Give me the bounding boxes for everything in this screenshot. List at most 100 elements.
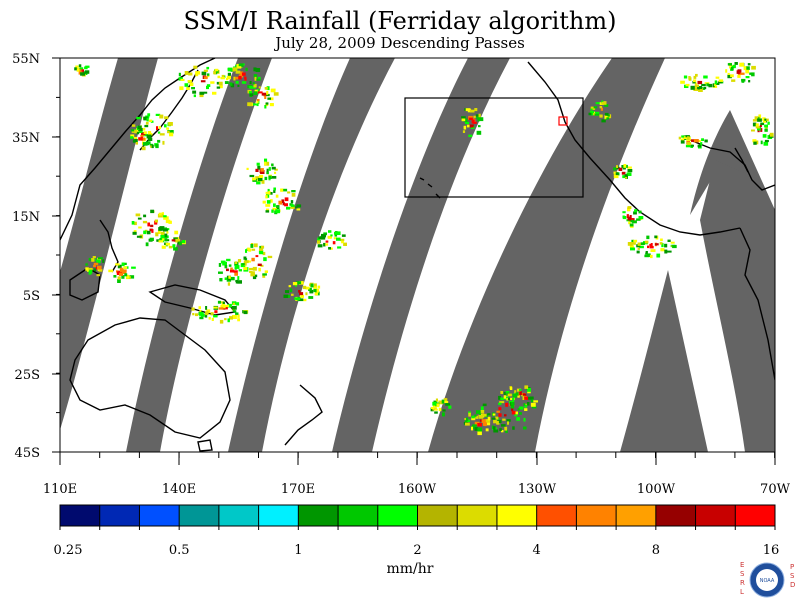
rain-pixel [258, 76, 261, 81]
rain-pixel [590, 106, 596, 110]
rain-pixel [604, 112, 609, 116]
rain-pixel [266, 91, 269, 95]
rain-pixel [730, 74, 734, 78]
lon-label: 160W [398, 482, 437, 497]
rain-pixel [250, 244, 254, 248]
rain-pixel [205, 311, 209, 316]
rain-pixel [693, 87, 699, 91]
rain-pixel [754, 116, 759, 120]
rain-pixel [764, 139, 769, 143]
rain-pixel [701, 87, 706, 90]
rain-pixel [300, 294, 304, 298]
rain-pixel [473, 115, 476, 118]
rain-pixel [469, 109, 475, 113]
rain-pixel [517, 394, 520, 398]
rain-pixel [236, 302, 240, 306]
rain-pixel [232, 305, 237, 310]
rain-pixel [91, 258, 95, 262]
rain-pixel [210, 81, 215, 84]
rain-pixel [264, 105, 267, 109]
rain-pixel [189, 82, 194, 87]
rain-pixel [613, 175, 619, 179]
rain-pixel [203, 91, 208, 94]
rain-pixel [622, 211, 626, 214]
rain-pixel [257, 178, 263, 181]
rain-pixel [516, 417, 520, 421]
rain-pixel [155, 113, 161, 116]
rain-pixel [255, 255, 259, 258]
rain-pixel [253, 103, 257, 106]
rain-pixel [275, 194, 279, 198]
rain-pixel [510, 387, 513, 390]
rain-pixel [208, 316, 211, 320]
new-zealand [284, 384, 323, 446]
rain-pixel [626, 166, 632, 169]
rain-pixel [334, 234, 338, 237]
swath-gap-7 [620, 270, 708, 452]
rain-pixel [285, 290, 289, 293]
rain-pixel [474, 427, 479, 431]
rain-pixel [732, 64, 736, 68]
rain-pixel [262, 273, 267, 276]
rain-pixel [316, 288, 320, 293]
rain-pixel [245, 249, 248, 253]
rain-pixel [475, 114, 479, 117]
lat-label: 45S [15, 446, 40, 461]
rain-pixel [627, 206, 632, 209]
rain-pixel [257, 89, 260, 93]
rain-pixel [514, 390, 517, 394]
rain-pixel [656, 253, 661, 258]
rain-pixel [98, 269, 103, 272]
rain-pixel [680, 140, 685, 144]
rain-pixel [638, 210, 642, 214]
rain-pixel [230, 68, 234, 72]
coastlines [60, 58, 775, 452]
rain-pixel [132, 231, 137, 235]
rain-pixel [228, 264, 232, 267]
rain-pixel [251, 257, 255, 262]
rain-pixel [146, 134, 152, 139]
rain-pixel [341, 240, 344, 244]
rain-pixel [220, 77, 225, 80]
rain-pixel [164, 124, 167, 128]
rain-pixel [706, 83, 709, 87]
rain-pixel [623, 164, 627, 168]
rain-pixel [510, 404, 515, 409]
rain-pixel [135, 213, 141, 217]
rain-pixel [327, 236, 332, 239]
rain-pixel [727, 74, 732, 79]
colorbar-swatch [536, 505, 577, 526]
rain-pixel [314, 283, 317, 287]
rain-pixel [308, 287, 312, 291]
rain-pixel [646, 235, 650, 240]
rain-pixel [144, 124, 149, 128]
rain-pixel [165, 219, 171, 224]
rain-pixel [471, 119, 475, 124]
rain-pixel [265, 195, 268, 199]
rain-pixel [219, 85, 223, 89]
rain-pixel [290, 200, 294, 204]
rain-pixel [256, 78, 261, 81]
rain-pixel [511, 402, 515, 406]
rain-pixel [199, 309, 202, 313]
rain-pixel [600, 107, 603, 111]
rain-pixel [664, 249, 668, 254]
rain-pixel [143, 230, 147, 235]
rain-pixel [496, 420, 499, 425]
rain-pixel [659, 242, 663, 245]
rain-pixel [228, 275, 231, 279]
swath-gaps [60, 58, 775, 452]
rain-pixel [217, 75, 221, 79]
rain-patches [74, 62, 774, 436]
longitude-axis: 110E 140E 170E 160W 130W 100W 70W [43, 452, 791, 497]
rain-pixel [465, 122, 470, 125]
rain-pixel [137, 126, 140, 129]
rain-pixel [157, 131, 161, 134]
rain-pixel [130, 134, 135, 138]
rain-pixel [714, 80, 718, 85]
rain-pixel [532, 405, 537, 409]
rain-pixel [238, 269, 242, 272]
rain-pixel [192, 90, 197, 94]
rain-pixel [686, 142, 692, 146]
swath-gap-5 [428, 58, 665, 452]
